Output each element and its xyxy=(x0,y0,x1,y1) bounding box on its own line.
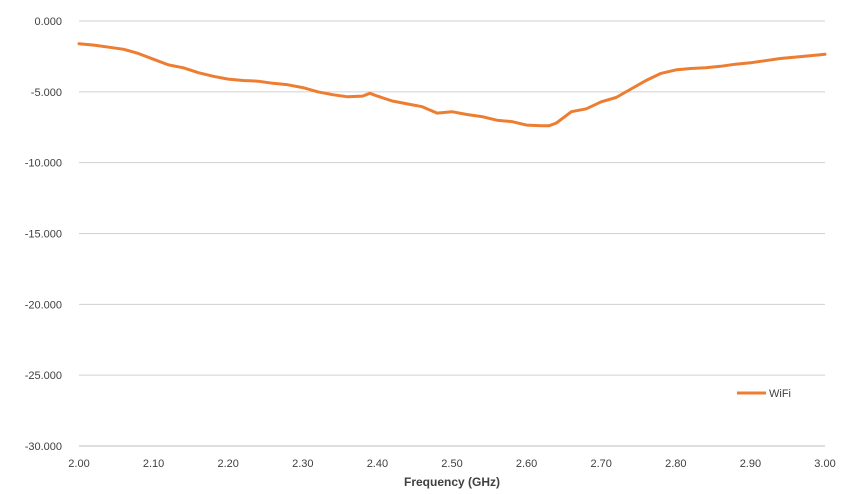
y-tick-label: -15.000 xyxy=(25,229,62,241)
x-tick-label: 2.40 xyxy=(367,458,388,470)
series-lines xyxy=(77,42,827,128)
legend-entry-wifi: WiFi xyxy=(769,388,791,400)
x-axis-tick-labels: 2.00 2.10 2.20 2.30 2.40 2.50 2.60 2.70 2.80 2.90… xyxy=(68,458,835,470)
legend: WiFi xyxy=(737,388,791,400)
y-tick-label: -25.000 xyxy=(25,370,62,382)
gridlines xyxy=(79,20,825,376)
y-tick-label: -30.000 xyxy=(25,441,62,453)
x-axis-label: Frequency (GHz) xyxy=(404,475,500,489)
x-tick-label: 2.00 xyxy=(68,458,89,470)
x-tick-label: 2.20 xyxy=(217,458,238,470)
x-tick-label: 2.30 xyxy=(292,458,313,470)
y-axis-tick-labels: 0.000 -5.000 -10.000 -15.000 -20.000 -25.000 -… xyxy=(25,16,62,453)
x-tick-label: 2.80 xyxy=(665,458,686,470)
x-tick-label: 3.00 xyxy=(814,458,835,470)
y-tick-label: 0.000 xyxy=(34,16,62,28)
y-tick-label: -20.000 xyxy=(25,299,62,311)
x-tick-label: 2.70 xyxy=(590,458,611,470)
x-tick-label: 2.10 xyxy=(143,458,164,470)
x-tick-label: 2.90 xyxy=(740,458,761,470)
y-tick-label: -10.000 xyxy=(25,158,62,170)
x-tick-label: 2.50 xyxy=(441,458,462,470)
y-tick-label: -5.000 xyxy=(31,87,62,99)
x-tick-label: 2.60 xyxy=(516,458,537,470)
series-line-wifi xyxy=(77,42,827,128)
